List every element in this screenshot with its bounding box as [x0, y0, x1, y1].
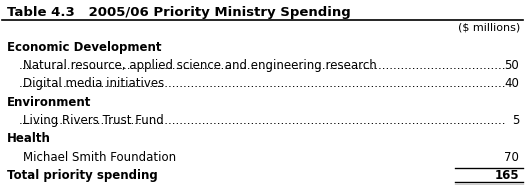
Text: ($ millions): ($ millions) — [458, 22, 520, 32]
Text: Health: Health — [7, 132, 51, 145]
Text: ................................................................................: ........................................… — [19, 77, 506, 90]
Text: ................................................................................: ........................................… — [19, 169, 506, 182]
Text: Environment: Environment — [7, 96, 92, 109]
Text: Living Rivers Trust Fund: Living Rivers Trust Fund — [23, 114, 164, 127]
Text: Natural resource, applied science and engineering research: Natural resource, applied science and en… — [23, 59, 376, 72]
Text: Economic Development: Economic Development — [7, 41, 162, 54]
Text: Table 4.3   2005/06 Priority Ministry Spending: Table 4.3 2005/06 Priority Ministry Spen… — [7, 6, 351, 19]
Text: Total priority spending: Total priority spending — [7, 169, 158, 182]
Text: 50: 50 — [505, 59, 519, 72]
Text: Digital media initiatives: Digital media initiatives — [23, 77, 164, 90]
Text: 70: 70 — [505, 151, 519, 164]
Text: 40: 40 — [505, 77, 519, 90]
Text: 165: 165 — [495, 169, 519, 182]
Text: 5: 5 — [512, 114, 519, 127]
Text: ................................................................................: ........................................… — [19, 59, 506, 72]
Text: Michael Smith Foundation: Michael Smith Foundation — [23, 151, 176, 164]
Text: ................................................................................: ........................................… — [19, 151, 506, 164]
Text: ................................................................................: ........................................… — [19, 114, 506, 127]
